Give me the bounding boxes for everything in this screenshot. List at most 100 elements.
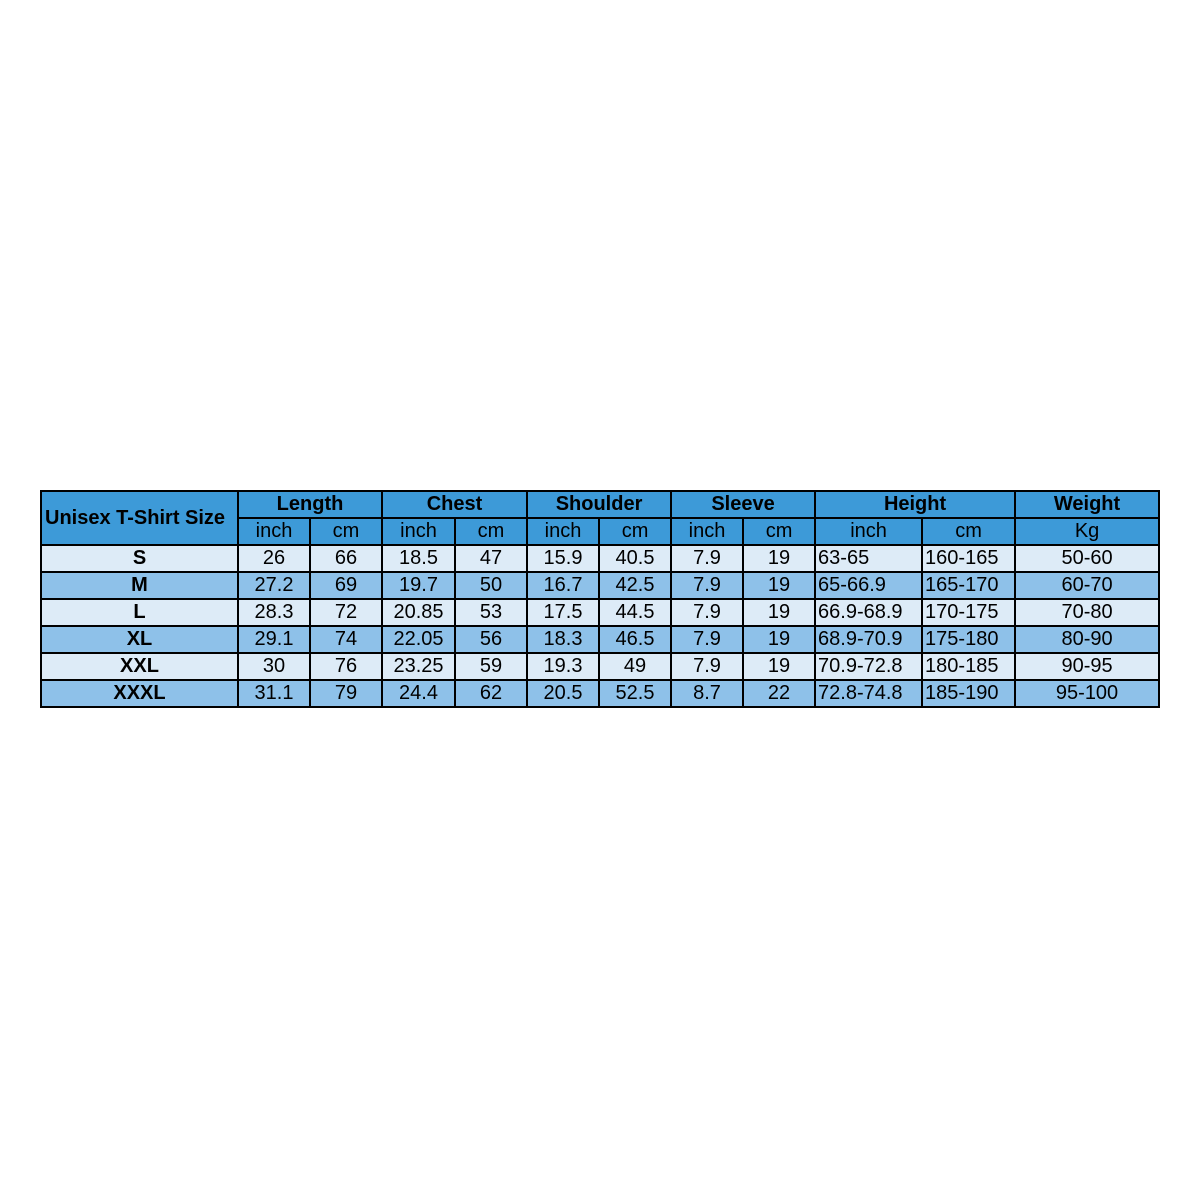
- table-cell: 18.3: [526, 625, 601, 654]
- unit-header: inch: [670, 517, 745, 546]
- table-cell: 175-180: [921, 625, 1017, 654]
- table-cell: 60-70: [1014, 571, 1161, 600]
- table-cell: 24.4: [381, 679, 456, 708]
- size-rows: S 26 66 18.5 47 15.9 40.5 7.9 19 63-65 160-165 50-6…: [40, 544, 1161, 708]
- table-cell: 66.9-68.9: [814, 598, 924, 627]
- size-label: XXXL: [40, 679, 239, 708]
- group-header-length: Length: [237, 490, 383, 519]
- table-cell: 185-190: [921, 679, 1017, 708]
- table-cell: 160-165: [921, 544, 1017, 573]
- table-cell: 30: [237, 652, 311, 681]
- table-cell: 7.9: [670, 571, 745, 600]
- table-cell: 165-170: [921, 571, 1017, 600]
- table-cell: 46.5: [598, 625, 673, 654]
- table-cell: 29.1: [237, 625, 311, 654]
- table-cell: 19: [742, 598, 817, 627]
- size-label: S: [40, 544, 239, 573]
- table-cell: 19: [742, 571, 817, 600]
- table-cell: 95-100: [1014, 679, 1161, 708]
- table-cell: 80-90: [1014, 625, 1161, 654]
- table-cell: 23.25: [381, 652, 456, 681]
- table-cell: 70-80: [1014, 598, 1161, 627]
- unit-header: cm: [598, 517, 673, 546]
- table-cell: 42.5: [598, 571, 673, 600]
- table-cell: 74: [309, 625, 383, 654]
- table-cell: 65-66.9: [814, 571, 924, 600]
- group-header-sleeve: Sleeve: [670, 490, 817, 519]
- table-cell: 16.7: [526, 571, 601, 600]
- table-cell: 31.1: [237, 679, 311, 708]
- unit-header: Kg: [1014, 517, 1161, 546]
- unit-header: cm: [742, 517, 817, 546]
- table-cell: 19.7: [381, 571, 456, 600]
- table-cell: 7.9: [670, 598, 745, 627]
- unit-header: inch: [381, 517, 456, 546]
- group-header-chest: Chest: [380, 490, 529, 519]
- table-row: XXL 30 76 23.25 59 19.3 49 7.9 19 70.9-72.8 180-18…: [40, 652, 1161, 681]
- table-row: XL 29.1 74 22.05 56 18.3 46.5 7.9 19 68.9-70.9 175…: [40, 625, 1161, 654]
- table-cell: 66: [309, 544, 383, 573]
- table-cell: 28.3: [237, 598, 311, 627]
- table-row: S 26 66 18.5 47 15.9 40.5 7.9 19 63-65 160-165 50-6…: [40, 544, 1161, 573]
- size-chart-table: Unisex T-Shirt Size Length Chest Shoulde…: [40, 490, 1161, 708]
- table-cell: 27.2: [237, 571, 311, 600]
- table-cell: 8.7: [670, 679, 745, 708]
- table-cell: 170-175: [921, 598, 1017, 627]
- table-cell: 59: [453, 652, 529, 681]
- table-cell: 52.5: [598, 679, 673, 708]
- table-cell: 62: [453, 679, 529, 708]
- table-cell: 68.9-70.9: [814, 625, 924, 654]
- table-cell: 90-95: [1014, 652, 1161, 681]
- unit-header: cm: [309, 517, 383, 546]
- table-cell: 63-65: [814, 544, 924, 573]
- table-cell: 22: [742, 679, 817, 708]
- table-cell: 15.9: [526, 544, 601, 573]
- table-cell: 70.9-72.8: [814, 652, 924, 681]
- table-cell: 72.8-74.8: [814, 679, 924, 708]
- size-label: M: [40, 571, 239, 600]
- table-cell: 56: [453, 625, 529, 654]
- unit-header: inch: [814, 517, 924, 546]
- table-row: M 27.2 69 19.7 50 16.7 42.5 7.9 19 65-66.9 165-170…: [40, 571, 1161, 600]
- table-cell: 79: [309, 679, 383, 708]
- table-cell: 22.05: [381, 625, 456, 654]
- unit-header: cm: [921, 517, 1017, 546]
- table-cell: 47: [453, 544, 529, 573]
- table-cell: 7.9: [670, 652, 745, 681]
- table-cell: 50: [453, 571, 529, 600]
- table-cell: 50-60: [1014, 544, 1161, 573]
- table-cell: 19.3: [526, 652, 601, 681]
- table-cell: 7.9: [670, 544, 745, 573]
- unit-header: inch: [526, 517, 601, 546]
- header-unit-row: inch cm inch cm inch cm inch cm inch cm Kg: [41, 517, 1161, 546]
- table-row: L 28.3 72 20.85 53 17.5 44.5 7.9 19 66.9-68.9 170-…: [40, 598, 1161, 627]
- table-cell: 20.5: [526, 679, 601, 708]
- table-cell: 53: [453, 598, 529, 627]
- size-label: XL: [40, 625, 239, 654]
- table-cell: 20.85: [381, 598, 456, 627]
- table-cell: 26: [237, 544, 311, 573]
- group-header-weight: Weight: [1014, 490, 1161, 519]
- size-label: L: [40, 598, 239, 627]
- table-cell: 40.5: [598, 544, 673, 573]
- table-cell: 18.5: [381, 544, 456, 573]
- table-cell: 19: [742, 625, 817, 654]
- table-row: XXXL 31.1 79 24.4 62 20.5 52.5 8.7 22 72.8-74.8 18…: [40, 679, 1161, 708]
- size-label: XXL: [40, 652, 239, 681]
- table-cell: 19: [742, 544, 817, 573]
- table-cell: 72: [309, 598, 383, 627]
- table-cell: 44.5: [598, 598, 673, 627]
- size-column-header: Unisex T-Shirt Size: [40, 490, 239, 546]
- table-cell: 180-185: [921, 652, 1017, 681]
- group-header-shoulder: Shoulder: [526, 490, 673, 519]
- table-cell: 19: [742, 652, 817, 681]
- table-cell: 7.9: [670, 625, 745, 654]
- group-header-height: Height: [814, 490, 1017, 519]
- table-cell: 69: [309, 571, 383, 600]
- unit-header: inch: [237, 517, 311, 546]
- unit-header: cm: [453, 517, 529, 546]
- table-cell: 76: [309, 652, 383, 681]
- table-cell: 49: [598, 652, 673, 681]
- table-cell: 17.5: [526, 598, 601, 627]
- header-group-row: Unisex T-Shirt Size Length Chest Shoulde…: [40, 490, 1161, 546]
